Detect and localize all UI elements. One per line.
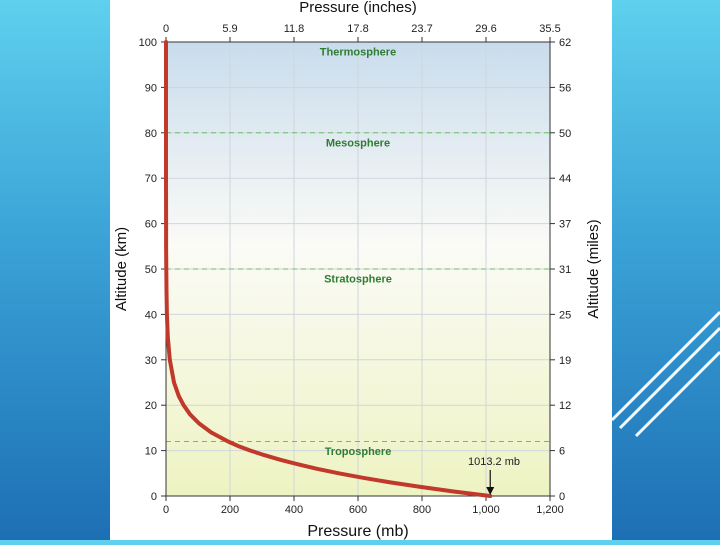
tick-label-pressure-mb: 1,200	[536, 504, 564, 516]
tick-label-altitude-km: 50	[145, 264, 157, 276]
layer-label-troposphere: Troposphere	[325, 446, 392, 458]
pressure-curve	[164, 40, 493, 498]
tick-label-altitude-km: 20	[145, 400, 157, 412]
tick-label-altitude-miles: 37	[559, 219, 571, 231]
tick-label-altitude-km: 90	[145, 82, 157, 94]
tick-label-altitude-km: 70	[145, 173, 157, 185]
annotation-arrowhead	[486, 487, 495, 495]
axis-ticks: 002005.940011.860017.880023.71,00029.61,…	[139, 23, 572, 516]
pressure-altitude-chart: 002005.940011.860017.880023.71,00029.61,…	[113, 0, 602, 540]
tick-label-altitude-miles: 12	[559, 400, 571, 412]
tick-label-altitude-km: 60	[145, 219, 157, 231]
tick-label-altitude-miles: 31	[559, 264, 571, 276]
layer-labels: Troposphere Stratosphere Mesosphere Thermos…	[320, 47, 396, 459]
tick-label-pressure-mb: 1,000	[472, 504, 500, 516]
layer-label-mesosphere: Mesosphere	[326, 137, 390, 149]
tick-label-pressure-mb: 400	[285, 504, 303, 516]
tick-label-pressure-mb: 200	[221, 504, 239, 516]
tick-label-altitude-miles: 25	[559, 309, 571, 321]
tick-label-pressure-inches: 5.9	[222, 23, 237, 35]
tick-label-pressure-inches: 29.6	[475, 23, 496, 35]
tick-label-altitude-miles: 6	[559, 446, 565, 458]
tick-label-pressure-mb: 600	[349, 504, 367, 516]
right-axis-label: Altitude (miles)	[585, 219, 602, 318]
bottom-axis-label: Pressure (mb)	[307, 523, 408, 540]
top-axis-label: Pressure (inches)	[299, 0, 417, 16]
tick-label-pressure-mb: 0	[163, 504, 169, 516]
tick-label-pressure-inches: 23.7	[411, 23, 432, 35]
tick-label-altitude-km: 0	[151, 491, 157, 503]
tick-label-altitude-km: 40	[145, 309, 157, 321]
tick-label-altitude-miles: 50	[559, 128, 571, 140]
tick-label-altitude-miles: 44	[559, 173, 571, 185]
tick-label-altitude-miles: 62	[559, 37, 571, 49]
tick-label-altitude-miles: 19	[559, 355, 571, 367]
tick-label-altitude-miles: 0	[559, 491, 565, 503]
tick-label-altitude-km: 10	[145, 446, 157, 458]
tick-label-altitude-km: 30	[145, 355, 157, 367]
tick-label-altitude-km: 80	[145, 128, 157, 140]
tick-label-pressure-inches: 0	[163, 23, 169, 35]
slide-panel: 0 0 200 5.9 400 11.8 600 17.8 800 23.7 1,000 29.6 1,…	[110, 0, 612, 540]
layer-label-thermosphere: Thermosphere	[320, 47, 396, 59]
tick-label-altitude-km: 100	[139, 37, 157, 49]
surface-pressure-annotation: 1013.2 mb	[468, 456, 520, 495]
tick-label-pressure-inches: 11.8	[284, 23, 305, 35]
tick-label-pressure-mb: 800	[413, 504, 431, 516]
tick-label-pressure-inches: 35.5	[539, 23, 560, 35]
left-axis-label: Altitude (km)	[113, 227, 130, 311]
layer-label-stratosphere: Stratosphere	[324, 274, 392, 286]
tick-label-altitude-miles: 56	[559, 82, 571, 94]
tick-label-pressure-inches: 17.8	[347, 23, 368, 35]
decorative-stripes	[610, 310, 720, 438]
annotation-label: 1013.2 mb	[468, 456, 520, 468]
